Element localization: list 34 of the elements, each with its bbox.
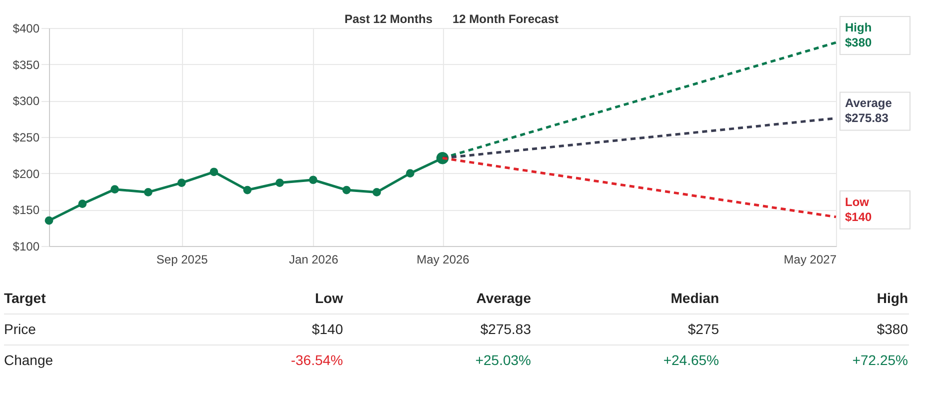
series-label: Low (845, 194, 870, 209)
x-tick-label: May 2026 (416, 252, 470, 266)
text: $275.83 (480, 321, 532, 337)
y-tick-label: $400 (12, 22, 40, 36)
y-tick-label: $200 (12, 166, 40, 181)
text: Average (476, 290, 532, 306)
y-tick-label: $150 (12, 203, 40, 218)
data-label: $275.83 (845, 111, 889, 126)
x-tick-label: May 2027 (784, 252, 837, 266)
data-label: $140 (845, 210, 872, 224)
x-tick-label: Sep 2025 (156, 252, 208, 266)
text: Change (4, 352, 54, 368)
chart-title: Past 12 Months (344, 12, 433, 26)
text: Median (670, 290, 719, 306)
series-label: Average (845, 96, 892, 110)
y-tick-label: $100 (12, 240, 40, 254)
x-tick-label: Jan 2026 (288, 252, 339, 266)
data-label: $380 (845, 36, 872, 50)
text: +24.65% (663, 352, 719, 368)
text: Target (4, 290, 46, 306)
text: $140 (312, 321, 344, 337)
text: $380 (876, 321, 908, 337)
text: Low (315, 290, 344, 306)
chart-subtitle: 12 Month Forecast (452, 12, 559, 26)
text: High (876, 290, 908, 306)
text: +25.03% (475, 352, 531, 368)
text: -36.54% (290, 352, 343, 368)
text: +72.25% (852, 352, 908, 368)
text: $275 (688, 321, 720, 337)
y-tick-label: $300 (12, 94, 40, 108)
y-tick-label: $350 (12, 58, 40, 72)
text: Price (4, 321, 36, 337)
series-label: High (845, 20, 872, 35)
y-tick-label: $250 (12, 130, 40, 144)
